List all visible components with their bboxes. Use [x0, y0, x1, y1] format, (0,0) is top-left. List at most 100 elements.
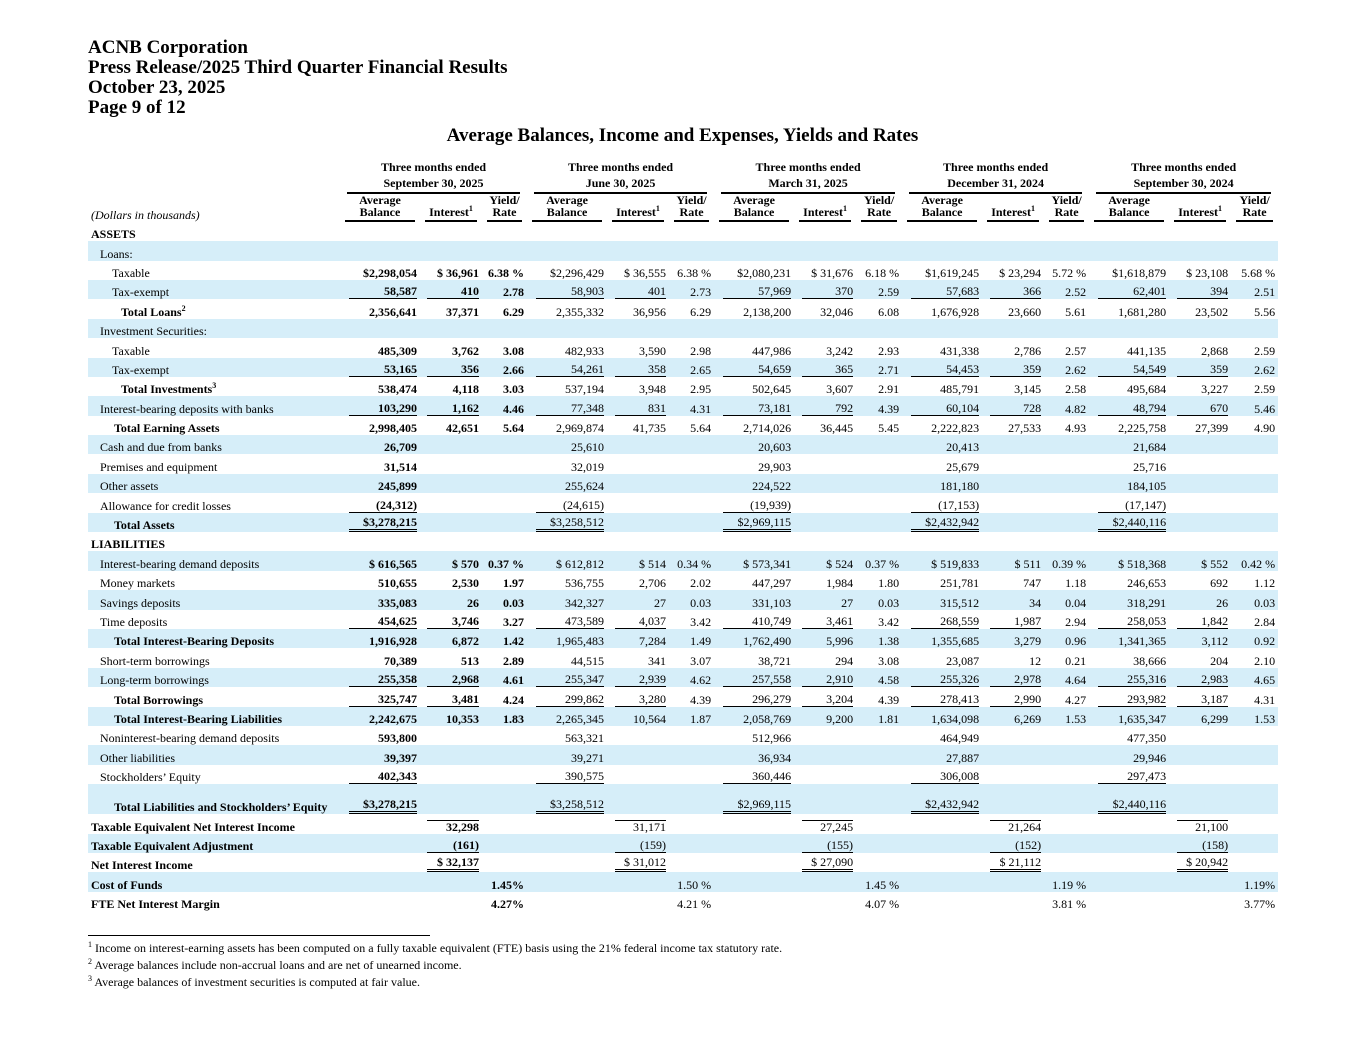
interest-cell	[607, 872, 670, 892]
avg-balance-cell: 454,625	[340, 610, 420, 629]
table-row: LIABILITIES	[88, 532, 1278, 551]
interest-cell: 294	[794, 648, 856, 667]
interest-value: 9,200	[826, 711, 854, 726]
yield-rate-cell: 4.21 %	[669, 892, 714, 911]
avg-balance-cell: 20,603	[714, 435, 795, 455]
avg-balance-value: 255,347	[535, 673, 605, 688]
interest-value: 2,978	[989, 673, 1042, 688]
interest-cell: 31,171	[607, 814, 669, 833]
avg-balance-value: 25,716	[1133, 459, 1167, 474]
avg-balance-cell: 224,522	[714, 473, 795, 494]
section-heading: ASSETS	[91, 227, 136, 242]
interest-value: $ 552	[1201, 556, 1229, 571]
yield-rate-cell: 4.27%	[482, 892, 527, 911]
avg-balance-value: 2,058,769	[743, 711, 792, 726]
avg-balance-value: 54,549	[1098, 362, 1167, 377]
avg-balance-value: 44,515	[571, 653, 605, 668]
avg-balance-cell: 255,624	[527, 473, 608, 494]
yield-rate-cell	[1044, 318, 1090, 339]
yield-rate-cell: 4.61	[482, 667, 528, 688]
interest-cell: $ 27,090	[794, 853, 856, 873]
avg-balance-cell	[902, 892, 982, 911]
interest-value: 1,842	[1176, 614, 1229, 629]
table-row: Short-term borrowings 70,389 513 2.89 44,515…	[88, 648, 1278, 667]
avg-balance-value: 2,222,823	[931, 421, 980, 436]
yield-rate-value: 1.42	[503, 634, 525, 649]
header-text: Average Balance	[345, 194, 415, 222]
interest-cell: 27,245	[794, 814, 856, 833]
yield-header: Yield/Rate	[1044, 194, 1089, 222]
yield-rate-cell: 0.92	[1231, 628, 1279, 649]
yield-rate-value: 4.27	[1065, 692, 1087, 707]
interest-value: 365	[801, 362, 854, 377]
yield-rate-cell	[669, 814, 714, 833]
yield-rate-value: 5.56	[1254, 304, 1276, 319]
interest-cell	[420, 512, 482, 533]
yield-rate-cell: 4.39	[856, 396, 903, 416]
interest-cell: 3,204	[794, 687, 856, 707]
interest-cell	[794, 726, 856, 745]
yield-rate-cell	[482, 833, 528, 853]
interest-cell: $ 514	[607, 551, 670, 571]
yield-rate-value: 4.65	[1254, 673, 1276, 688]
footnote-mark: 2	[88, 957, 92, 966]
yield-rate-cell	[669, 473, 715, 494]
avg-balance-value: 318,291	[1127, 595, 1167, 610]
interest-cell	[1169, 745, 1232, 765]
yield-rate-cell: 3.77%	[1231, 892, 1278, 911]
avg-balance-value: 315,512	[940, 595, 980, 610]
row-label: Cash and due from banks	[88, 435, 340, 455]
avg-balance-cell: 1,676,928	[902, 299, 982, 318]
period-date-text: March 31, 2025	[721, 176, 896, 194]
avg-balance-cell: 245,899	[340, 473, 420, 494]
interest-cell	[1169, 473, 1232, 494]
interest-cell: 359	[1169, 357, 1232, 377]
interest-cell	[607, 892, 669, 911]
yield-rate-cell: 0.03	[1231, 590, 1279, 610]
interest-cell: 747	[982, 571, 1044, 590]
avg-balance-value: 593,800	[378, 731, 417, 746]
yield-rate-cell: 4.07 %	[856, 892, 902, 911]
avg-balance-cell: 73,181	[714, 396, 795, 416]
yield-rate-value: 5.68 %	[1241, 265, 1276, 280]
avg-balance-cell: 485,309	[340, 338, 420, 357]
yield-rate-value: 0.03	[690, 595, 712, 610]
yield-rate-cell	[1231, 435, 1279, 455]
yield-rate-value: 2.58	[1065, 382, 1087, 397]
average-balances-table: Three months ended Three months ended Thre…	[88, 155, 1279, 911]
column-header-row: (Dollars in thousands) Average Balance Inte…	[88, 194, 1278, 222]
avg-balance-cell	[902, 872, 983, 892]
yield-rate-value: 4.58	[878, 673, 900, 688]
yield-rate-value: 2.57	[1065, 343, 1087, 358]
avg-balance-cell: 38,721	[714, 648, 794, 667]
avg-balance-value: 325,747	[348, 692, 417, 707]
avg-balance-value: 255,358	[348, 673, 417, 688]
period-date: June 30, 2025	[527, 174, 714, 194]
interest-value: $ 511	[1014, 556, 1042, 571]
avg-balance-cell	[1089, 872, 1170, 892]
yield-rate-cell: 1.38	[856, 628, 903, 649]
avg-balance-cell: 2,265,345	[527, 706, 608, 726]
period-label: Three months ended	[755, 160, 861, 175]
interest-cell: 32,046	[794, 299, 856, 318]
yield-rate-cell	[856, 853, 902, 872]
yield-rate-value: 2.62	[1065, 362, 1087, 377]
yield-rate-cell: 4.24	[482, 687, 527, 706]
interest-cell: 36,445	[794, 416, 856, 435]
interest-cell: (152)	[982, 833, 1045, 853]
yield-rate-cell: 5.46	[1231, 396, 1279, 416]
avg-balance-cell: 29,946	[1089, 745, 1170, 765]
row-label: Total Borrowings	[114, 692, 204, 707]
interest-value: $ 36,555	[624, 265, 667, 280]
avg-balance-value: 464,949	[940, 731, 980, 746]
avg-balance-value: 181,180	[940, 479, 980, 494]
yield-rate-cell	[669, 512, 715, 533]
interest-value: 27,533	[1008, 421, 1042, 436]
yield-rate-cell: 2.52	[1044, 279, 1090, 300]
interest-value: 7,284	[639, 634, 667, 649]
avg-balance-value: 296,279	[722, 692, 792, 707]
interest-value: 294	[835, 653, 854, 668]
interest-cell	[1169, 241, 1232, 261]
header-text: Interest1	[612, 203, 665, 222]
avg-balance-value: $2,440,116	[1098, 516, 1167, 533]
